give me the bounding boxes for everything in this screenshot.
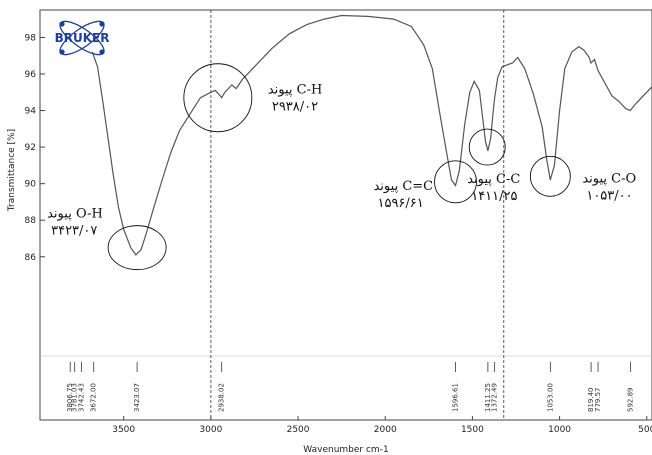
peak-highlight-circle bbox=[183, 63, 253, 133]
bond-label: پیوند C=C bbox=[373, 179, 433, 194]
x-tick-label: 500 bbox=[638, 425, 652, 435]
bond-wavenumber: ۱۵۹۶/۶۱ bbox=[377, 196, 423, 211]
peak-wavenumber-label: 819.40 bbox=[587, 388, 595, 413]
y-tick-label: 94 bbox=[25, 107, 37, 117]
peak-wavenumber-label: 779.57 bbox=[594, 388, 602, 413]
peak-highlight-circle bbox=[434, 160, 477, 204]
x-axis-title: Wavenumber cm-1 bbox=[303, 445, 388, 455]
y-tick-label: 90 bbox=[25, 180, 37, 190]
y-tick-label: 86 bbox=[25, 253, 37, 263]
x-tick-label: 1000 bbox=[548, 425, 571, 435]
x-tick-label: 3500 bbox=[112, 425, 135, 435]
y-tick-label: 98 bbox=[25, 33, 37, 43]
y-axis-title: Transmittance [%] bbox=[7, 129, 17, 212]
peak-highlight-circle bbox=[107, 225, 167, 271]
bond-label: پیوند C-C bbox=[467, 172, 520, 187]
bond-wavenumber: ۱۰۵۳/۰۰ bbox=[586, 188, 632, 203]
spectrum-line bbox=[91, 14, 652, 256]
bond-wavenumber: ۲۹۳۸/۰۲ bbox=[272, 100, 318, 115]
peak-wavenumber-label: 1411.25 bbox=[484, 383, 492, 412]
bond-label: پیوند C-H bbox=[268, 83, 323, 98]
x-tick-label: 1500 bbox=[461, 425, 484, 435]
bruker-logo-mark bbox=[59, 20, 105, 56]
y-tick-label: 96 bbox=[25, 70, 37, 80]
peak-wavenumber-label: 3742.43 bbox=[77, 383, 85, 412]
peak-wavenumber-label: 3781.03 bbox=[71, 383, 79, 412]
peak-wavenumber-label: 1372.49 bbox=[491, 383, 499, 412]
bond-wavenumber: ۳۴۲۳/۰۷ bbox=[51, 224, 97, 239]
bruker-logo-text: BRUKER bbox=[55, 31, 110, 45]
bond-wavenumber: ۱۴۱۱/۲۵ bbox=[471, 189, 517, 204]
peak-wavenumber-label: 1596.61 bbox=[452, 383, 460, 412]
x-tick-label: 2500 bbox=[287, 425, 310, 435]
peak-wavenumber-label: 3806.75 bbox=[66, 383, 74, 412]
bond-label: پیوند C-O bbox=[582, 171, 636, 186]
plot-frame bbox=[39, 9, 652, 421]
y-tick-label: 92 bbox=[25, 143, 36, 153]
peak-wavenumber-label: 3423.07 bbox=[133, 383, 141, 412]
x-tick-label: 2000 bbox=[374, 425, 397, 435]
peak-highlight-circle bbox=[468, 128, 506, 166]
bond-label: پیوند O-H bbox=[47, 207, 103, 222]
bruker-logo: BRUKER bbox=[55, 20, 110, 56]
peak-wavenumber-label: 1053.00 bbox=[546, 383, 554, 412]
peak-wavenumber-label: 2938.02 bbox=[218, 383, 226, 412]
x-tick-label: 3000 bbox=[199, 425, 222, 435]
y-tick-label: 88 bbox=[25, 216, 37, 226]
peak-wavenumber-label: 3672.00 bbox=[90, 383, 98, 412]
peak-wavenumber-label: 592.89 bbox=[627, 388, 635, 413]
peak-highlight-circle bbox=[529, 155, 571, 197]
